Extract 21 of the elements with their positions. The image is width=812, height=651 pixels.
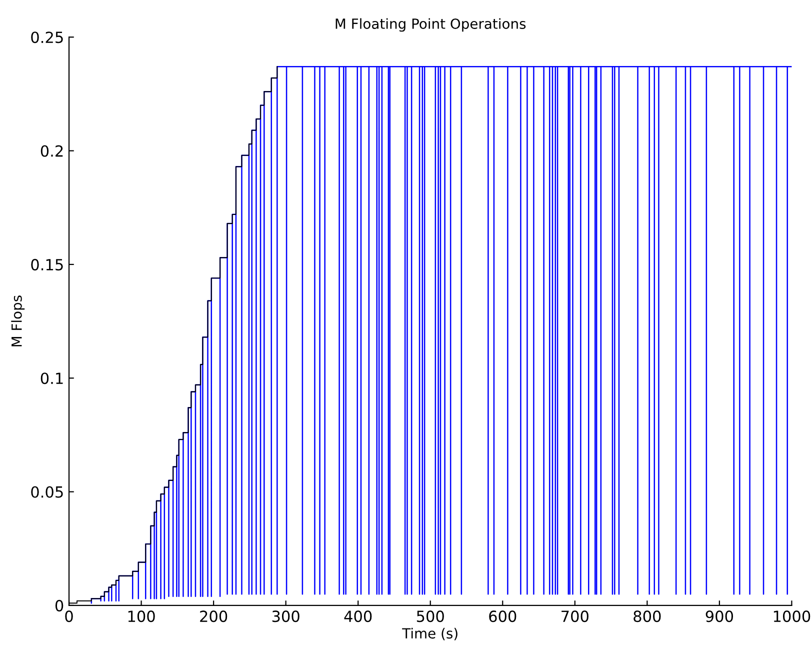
x-tick-label: 100 — [128, 610, 155, 622]
y-tick-label: 0.2 — [40, 145, 63, 157]
y-axis-title: M Flops — [11, 296, 25, 346]
chart-title: M Floating Point Operations — [336, 18, 526, 32]
y-tick-label: 0.1 — [40, 372, 63, 384]
x-tick-label: 700 — [562, 610, 588, 622]
y-tick-label: 0.05 — [31, 486, 63, 498]
x-tick-label: 1000 — [774, 610, 810, 622]
x-tick-label: 900 — [706, 610, 733, 622]
x-tick-label: 300 — [272, 610, 300, 622]
x-tick-label: 200 — [200, 610, 228, 622]
y-tick-label: 0.15 — [31, 258, 63, 270]
x-tick-label: 800 — [634, 610, 661, 622]
x-tick-label: 600 — [489, 610, 516, 622]
x-tick-label: 0 — [65, 610, 73, 622]
x-tick-label: 500 — [416, 610, 444, 622]
y-tick-label: 0.25 — [31, 32, 63, 44]
x-tick-label: 400 — [344, 610, 372, 622]
line-series — [90, 66, 792, 604]
y-tick-label: 0 — [55, 600, 64, 612]
x-axis-title: Time (s) — [402, 628, 458, 640]
